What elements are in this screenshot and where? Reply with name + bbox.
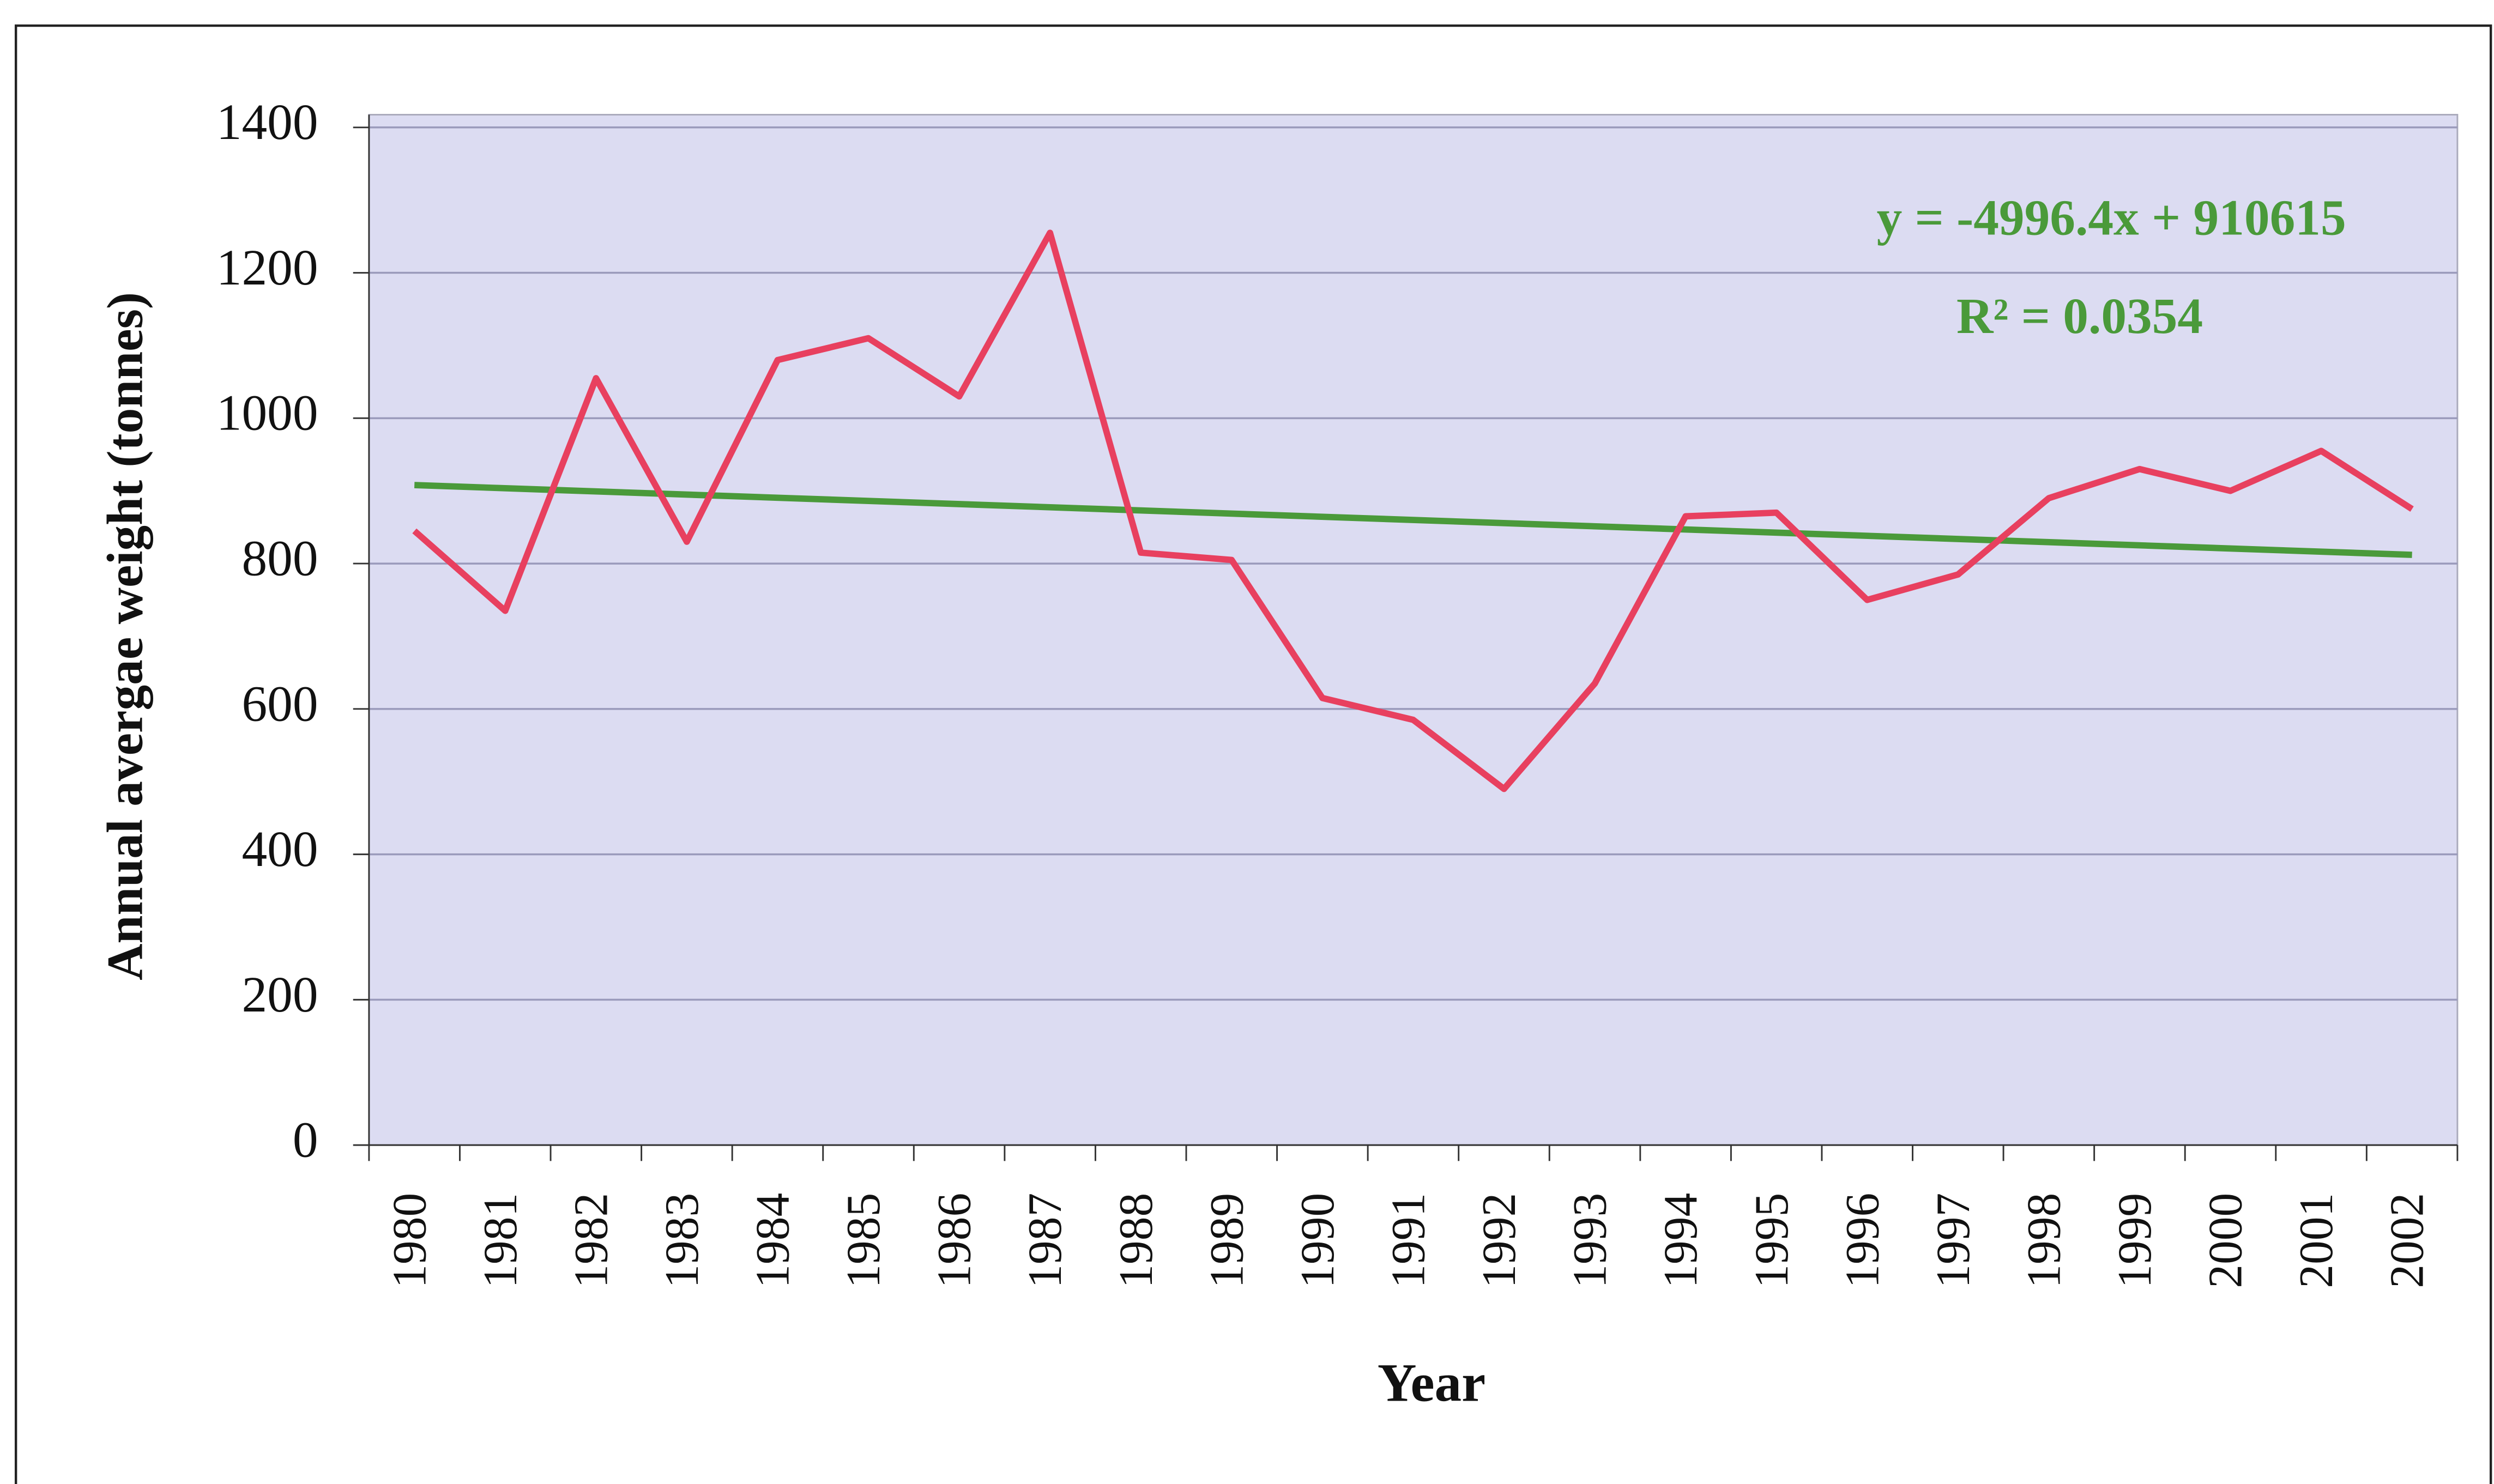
x-tick-label: 1990 bbox=[1291, 1193, 1344, 1288]
x-tick-label: 2001 bbox=[2290, 1193, 2342, 1288]
x-tick-label: 1981 bbox=[474, 1193, 527, 1288]
x-tick-label: 1993 bbox=[1563, 1193, 1616, 1288]
x-axis-title: Year bbox=[1378, 1353, 1485, 1413]
trend-equation: y = -4996.4x + 910615 bbox=[1877, 190, 2346, 246]
y-tick-label: 1200 bbox=[216, 240, 318, 296]
x-tick-label: 1986 bbox=[928, 1193, 981, 1288]
x-tick-label: 1988 bbox=[1109, 1193, 1162, 1288]
y-tick-label: 600 bbox=[241, 676, 318, 732]
y-tick-label: 200 bbox=[241, 967, 318, 1023]
x-tick-label: 1984 bbox=[746, 1193, 799, 1288]
x-tick-label: 2002 bbox=[2381, 1193, 2433, 1288]
x-tick-label: 1982 bbox=[564, 1193, 617, 1288]
x-tick-label: 1992 bbox=[1472, 1193, 1525, 1288]
x-tick-label: 1995 bbox=[1745, 1193, 1798, 1288]
x-tick-label: 1996 bbox=[1835, 1193, 1888, 1288]
plot-area bbox=[368, 113, 2459, 1146]
x-tick-label: 1991 bbox=[1381, 1193, 1434, 1288]
y-tick-label: 1400 bbox=[216, 94, 318, 150]
trend-r2: R² = 0.0354 bbox=[1956, 288, 2203, 344]
x-tick-label: 2000 bbox=[2199, 1193, 2252, 1288]
x-tick-label: 1999 bbox=[2108, 1193, 2161, 1288]
x-tick-label: 1997 bbox=[1927, 1193, 1979, 1288]
x-tick-label: 1983 bbox=[655, 1193, 708, 1288]
x-tick-label: 1994 bbox=[1654, 1193, 1707, 1288]
y-axis-title: Annual avergae weight (tonnes) bbox=[98, 292, 154, 980]
y-tick-label: 0 bbox=[293, 1112, 318, 1168]
y-tick-label: 1000 bbox=[216, 385, 318, 441]
x-tick-label: 1998 bbox=[2017, 1193, 2070, 1288]
y-tick-label: 800 bbox=[241, 531, 318, 587]
y-tick-label: 400 bbox=[241, 821, 318, 877]
data-line bbox=[412, 229, 2414, 792]
x-tick-label: 1989 bbox=[1200, 1193, 1253, 1288]
trend-line bbox=[414, 482, 2412, 558]
x-tick-label: 1985 bbox=[837, 1193, 890, 1288]
x-tick-label: 1987 bbox=[1018, 1193, 1071, 1288]
x-tick-label: 1980 bbox=[383, 1193, 436, 1288]
